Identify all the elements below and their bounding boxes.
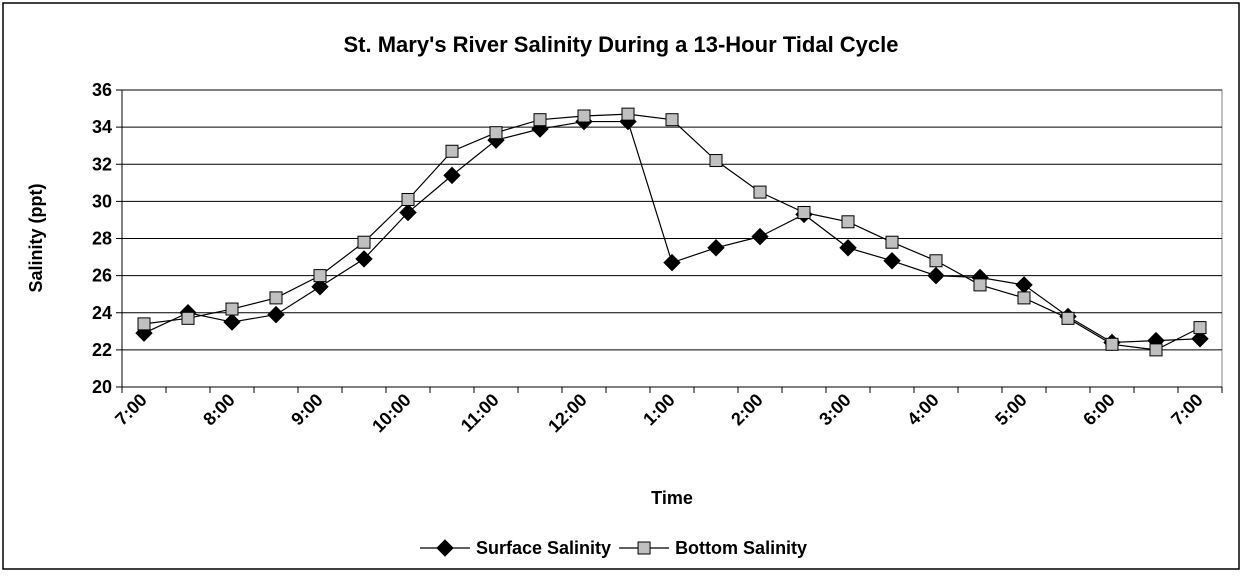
legend-label: Bottom Salinity	[675, 538, 807, 558]
data-point	[137, 317, 151, 331]
y-tick-label: 24	[92, 303, 112, 323]
data-point	[313, 269, 327, 283]
data-point	[223, 313, 241, 331]
data-point	[797, 206, 811, 220]
data-point	[883, 252, 901, 270]
y-tick-label: 20	[92, 377, 112, 397]
data-point	[1191, 330, 1209, 348]
data-point	[1193, 321, 1207, 335]
x-axis-label: Time	[651, 488, 693, 508]
y-tick-label: 32	[92, 154, 112, 174]
data-point	[355, 250, 373, 268]
y-tick-label: 28	[92, 229, 112, 249]
data-point	[445, 144, 459, 158]
legend-label: Surface Salinity	[476, 538, 611, 558]
data-point	[443, 166, 461, 185]
y-tick-label: 36	[92, 80, 112, 100]
y-axis-label: Salinity (ppt)	[26, 184, 46, 293]
data-point	[577, 109, 591, 123]
data-point	[267, 305, 285, 324]
data-point	[751, 227, 769, 246]
data-point	[841, 215, 855, 229]
data-point	[1017, 291, 1031, 305]
data-point	[357, 235, 371, 249]
y-tick-label: 22	[92, 340, 112, 360]
legend-marker	[637, 541, 651, 555]
data-point	[1105, 337, 1119, 351]
data-point	[839, 239, 857, 257]
data-point	[973, 278, 987, 292]
data-point	[753, 185, 767, 199]
data-point	[269, 291, 283, 305]
data-point	[181, 311, 195, 325]
y-tick-label: 26	[92, 266, 112, 286]
legend-marker	[436, 539, 454, 557]
data-point	[885, 235, 899, 249]
y-tick-label: 34	[92, 117, 112, 137]
data-point	[927, 266, 945, 285]
legend-item: Surface Salinity	[420, 538, 611, 558]
data-point	[489, 126, 503, 140]
data-point	[707, 239, 725, 257]
legend-item: Bottom Salinity	[619, 538, 807, 558]
data-point	[399, 203, 417, 222]
data-point	[929, 254, 943, 268]
data-point	[531, 120, 549, 138]
data-point	[401, 193, 415, 207]
data-point	[533, 113, 547, 127]
data-point	[311, 278, 329, 296]
data-point	[709, 154, 723, 168]
data-point	[1061, 311, 1075, 325]
data-point	[663, 253, 681, 272]
data-point	[665, 113, 679, 127]
chart-title: St. Mary's River Salinity During a 13-Ho…	[344, 32, 899, 57]
data-point	[1149, 343, 1163, 357]
data-point	[621, 107, 635, 121]
y-tick-label: 30	[92, 191, 112, 211]
data-point	[225, 302, 239, 316]
